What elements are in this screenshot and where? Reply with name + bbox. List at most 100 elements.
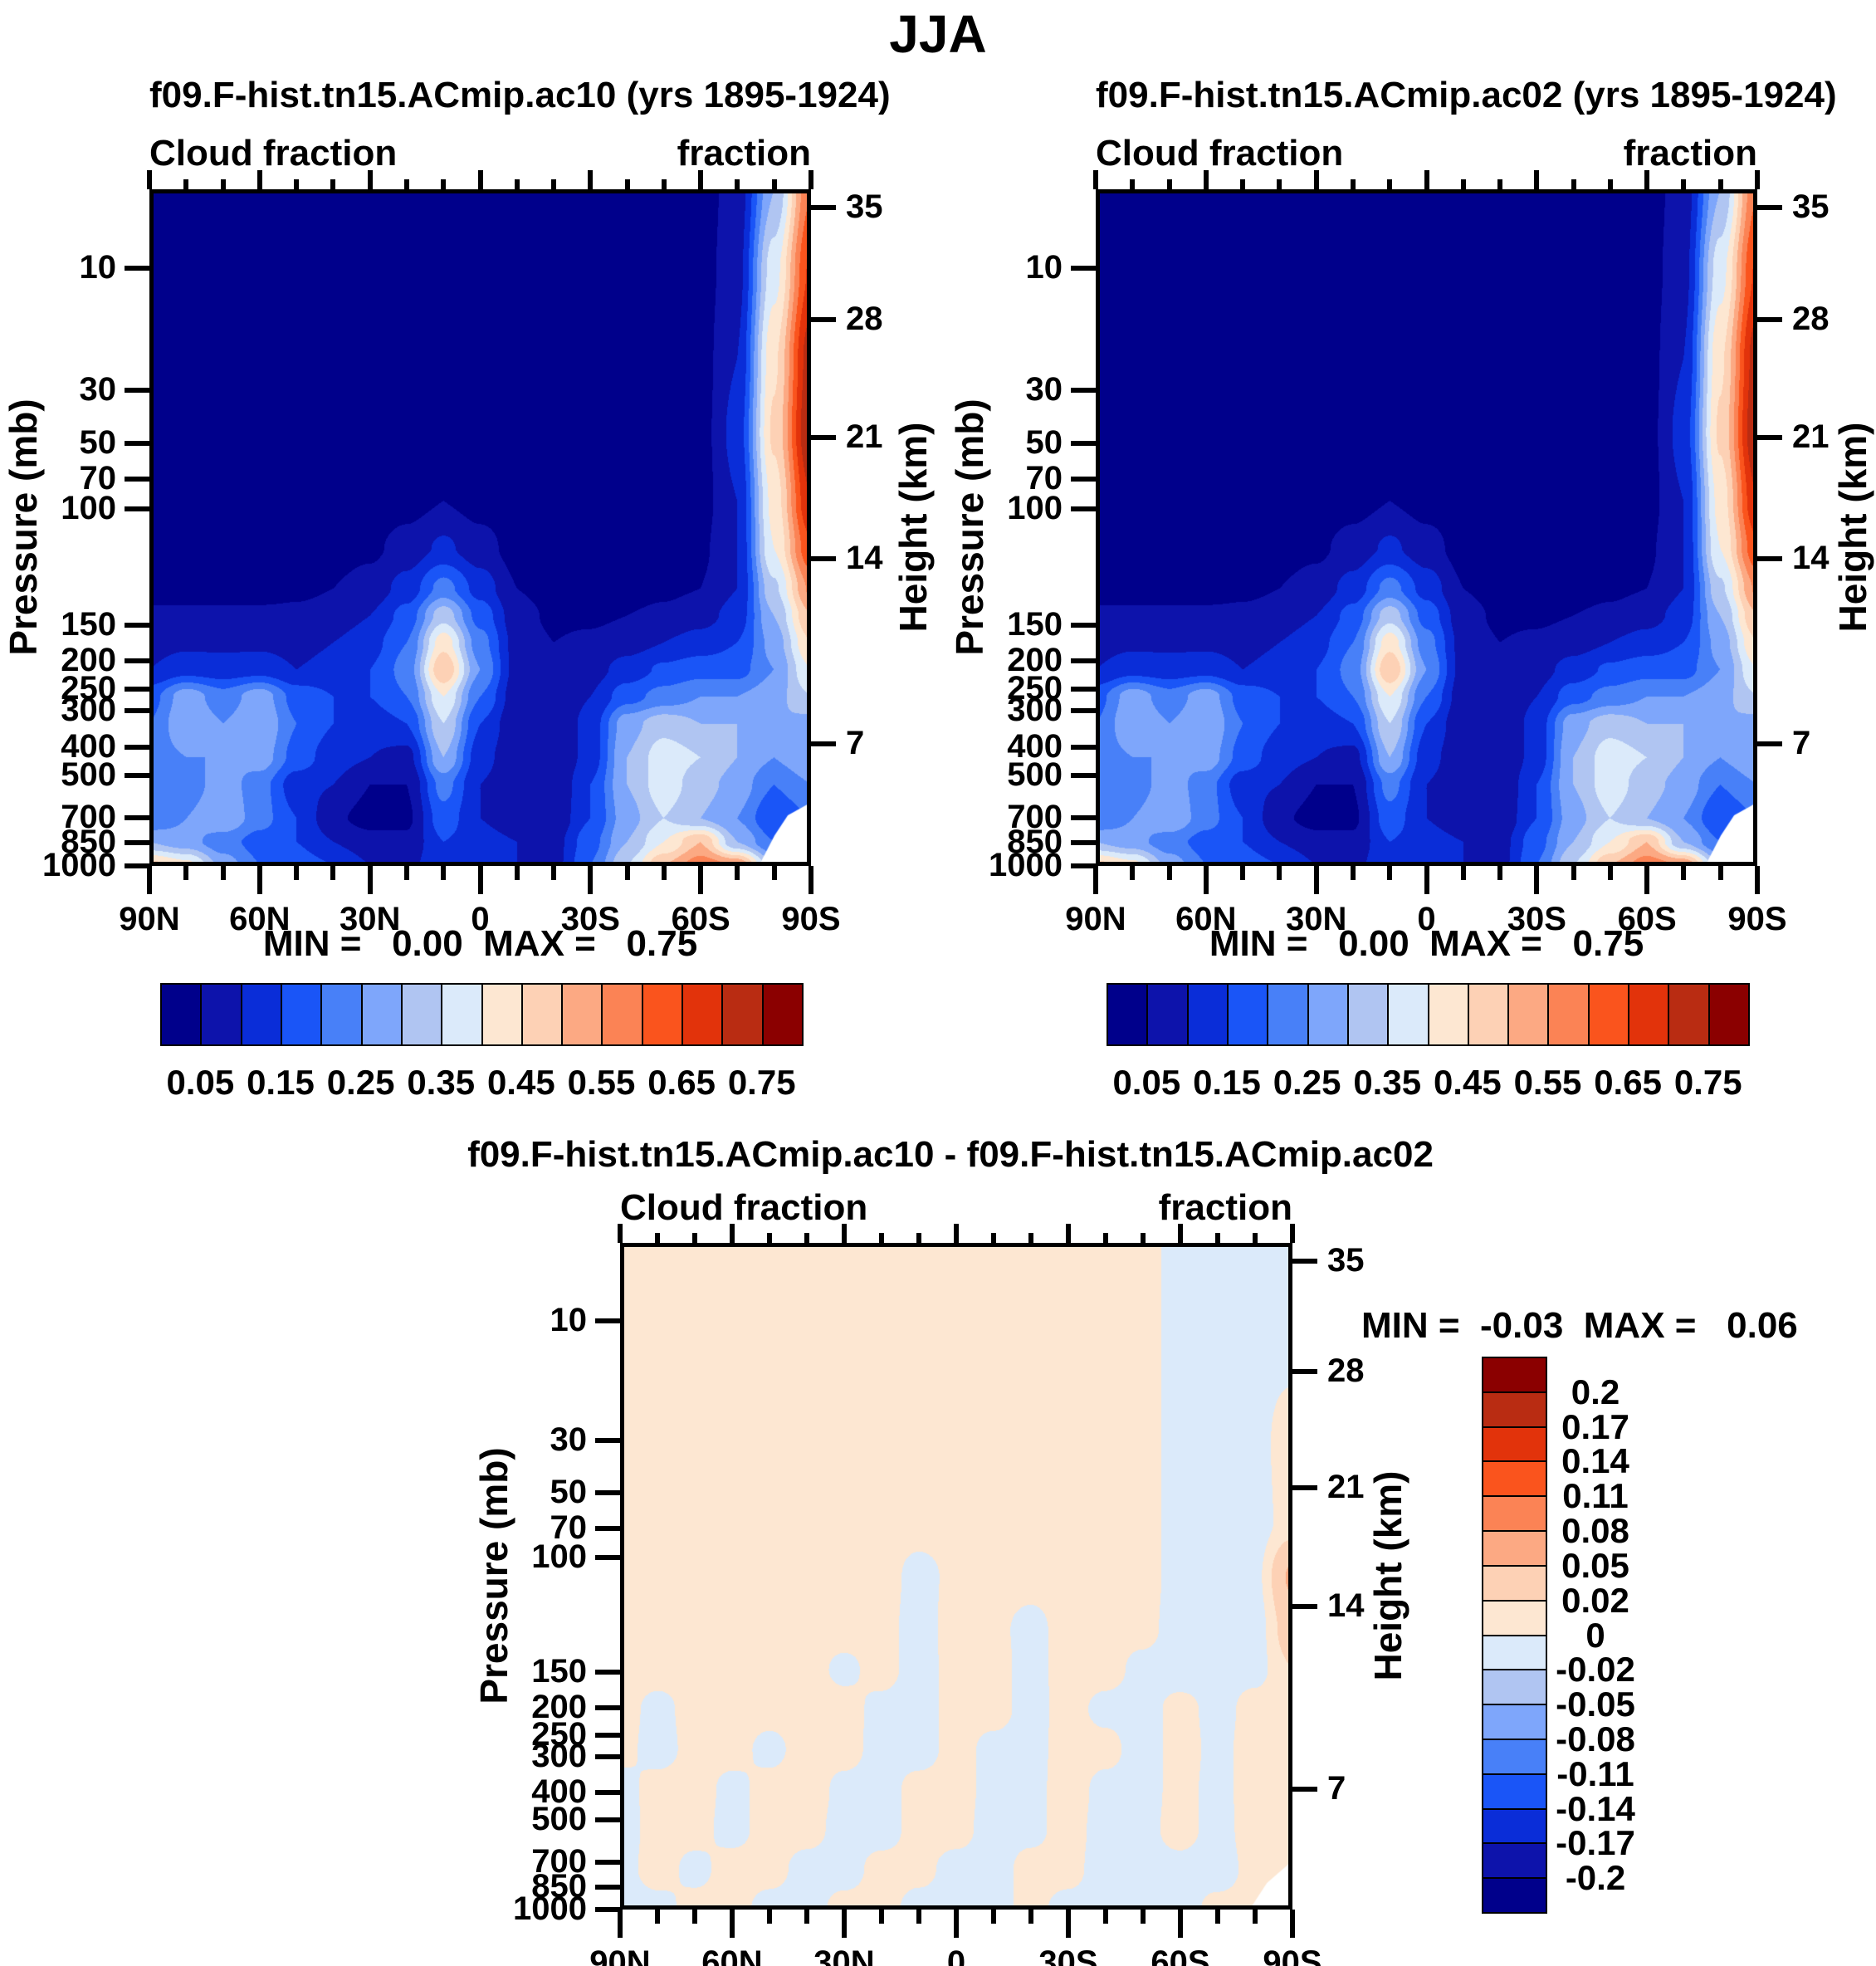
pressure-tick: [595, 1438, 620, 1444]
latitude-major-tick: [1290, 1910, 1295, 1938]
latitude-minor-tick: [1141, 1910, 1146, 1924]
latitude-minor-tick: [330, 866, 336, 880]
latitude-minor-tick: [1166, 866, 1172, 880]
latitude-minor-tick: [661, 866, 667, 880]
latitude-minor-tick-top: [220, 179, 226, 189]
latitude-minor-tick: [767, 1910, 772, 1924]
latitude-minor-tick: [294, 866, 300, 880]
fraction-label: fraction: [677, 133, 811, 174]
pressure-tick: [125, 622, 149, 628]
colorbar-label: 0.35: [1353, 1063, 1422, 1102]
pressure-tick: [1071, 506, 1096, 511]
latitude-minor-tick-top: [1215, 1233, 1220, 1243]
colorbar-cell: [1587, 983, 1630, 1046]
pressure-tick: [595, 1670, 620, 1675]
latitude-minor-tick-top: [1497, 179, 1503, 189]
height-tick-label: 28: [846, 301, 883, 338]
pressure-tick-label: 500: [1007, 756, 1063, 793]
pressure-tick-label: 700: [61, 799, 116, 836]
pressure-tick: [595, 1907, 620, 1912]
colorbar-label: -0.08: [1556, 1719, 1635, 1758]
latitude-minor-tick: [1607, 866, 1613, 880]
latitude-tick-label: 0: [471, 901, 490, 937]
colorbar-cell: [280, 983, 323, 1046]
latitude-minor-tick-top: [879, 1233, 884, 1243]
pressure-tick-label: 50: [1025, 423, 1063, 461]
latitude-tick-label: 0: [946, 1944, 966, 1966]
latitude-minor-tick-top: [804, 1233, 809, 1243]
pressure-tick-label: 250: [61, 670, 116, 707]
pressure-tick: [125, 815, 149, 821]
pressure-tick-label: 10: [1025, 249, 1063, 286]
pressure-tick: [595, 1884, 620, 1890]
pressure-tick-label: 1000: [513, 1890, 587, 1927]
latitude-minor-tick-top: [916, 1233, 921, 1243]
height-tick: [1757, 435, 1782, 441]
pressure-tick: [1071, 863, 1096, 868]
latitude-tick-label: 60S: [1617, 901, 1677, 937]
colorbar-label: 0.15: [247, 1063, 315, 1102]
latitude-minor-tick: [1681, 866, 1687, 880]
latitude-minor-tick-top: [767, 1233, 772, 1243]
colorbar-cell: [761, 983, 804, 1046]
colorbar-cell: [1186, 983, 1229, 1046]
pressure-tick: [125, 388, 149, 394]
panel-ac02-axis-captions: Cloud fraction fraction: [1096, 133, 1757, 174]
pressure-tick: [125, 476, 149, 482]
colorbar-cell: [1482, 1704, 1547, 1740]
colorbar-label: 0.45: [1433, 1063, 1502, 1102]
minmax-ac02: MIN = 0.00 MAX = 0.75: [1209, 923, 1644, 964]
colorbar-label: 0.2: [1571, 1372, 1620, 1411]
contour-plot-diff: [620, 1243, 1292, 1910]
panel-diff-title: f09.F-hist.tn15.ACmip.ac10 - f09.F-hist.…: [467, 1134, 1434, 1175]
colorbar-cell: [1482, 1460, 1547, 1498]
colorbar-cell: [1668, 983, 1710, 1046]
pressure-tick: [1071, 658, 1096, 664]
latitude-major-tick: [809, 866, 813, 894]
latitude-major-tick: [730, 1910, 735, 1938]
latitude-tick-label: 90S: [1727, 901, 1787, 937]
pressure-tick-label: 30: [1025, 371, 1063, 408]
latitude-major-tick: [588, 866, 594, 894]
pressure-tick-label: 850: [61, 824, 116, 861]
latitude-tick-label: 90N: [119, 901, 180, 937]
latitude-minor-tick-top: [403, 179, 409, 189]
pressure-tick-label: 700: [1007, 799, 1063, 836]
colorbar-cell: [561, 983, 603, 1046]
latitude-minor-tick: [220, 866, 226, 880]
latitude-minor-tick: [655, 1910, 660, 1924]
height-tick: [811, 741, 836, 747]
pressure-tick-label: 500: [531, 1801, 587, 1838]
colorbar-cell: [360, 983, 403, 1046]
pressure-tick: [125, 744, 149, 750]
colorbar-cell: [1226, 983, 1269, 1046]
latitude-minor-tick-top: [1130, 179, 1136, 189]
height-tick: [1292, 1368, 1317, 1374]
pressure-tick: [1071, 840, 1096, 846]
pressure-tick: [1071, 440, 1096, 446]
latitude-tick-label: 60N: [1175, 901, 1237, 937]
pressure-tick-label: 850: [531, 1867, 587, 1905]
colorbar-label: 0.75: [727, 1063, 796, 1102]
pressure-tick-label: 100: [531, 1538, 587, 1576]
latitude-major-tick-top: [147, 170, 152, 189]
latitude-minor-tick-top: [514, 179, 520, 189]
latitude-minor-tick: [692, 1910, 697, 1924]
colorbar-cell: [1628, 983, 1670, 1046]
height-tick-label: 21: [846, 418, 883, 456]
height-tick: [811, 317, 836, 323]
colorbar-label: -0.2: [1565, 1858, 1626, 1898]
colorbar-label: 0.14: [1561, 1441, 1629, 1481]
pressure-tick: [125, 840, 149, 846]
pressure-tick: [125, 266, 149, 271]
colorbar-label: 0.05: [1112, 1063, 1181, 1102]
height-tick-label: 21: [1327, 1468, 1365, 1505]
latitude-major-tick: [1093, 866, 1098, 894]
latitude-tick-label: 60S: [671, 901, 730, 937]
colorbar-cell: [1467, 983, 1510, 1046]
latitude-major-tick: [1066, 1910, 1071, 1938]
colorbar-label: -0.17: [1556, 1823, 1635, 1863]
colorbar-cell: [1482, 1877, 1547, 1914]
colorbar-cell: [441, 983, 483, 1046]
colorbar-cell: [1482, 1634, 1547, 1671]
